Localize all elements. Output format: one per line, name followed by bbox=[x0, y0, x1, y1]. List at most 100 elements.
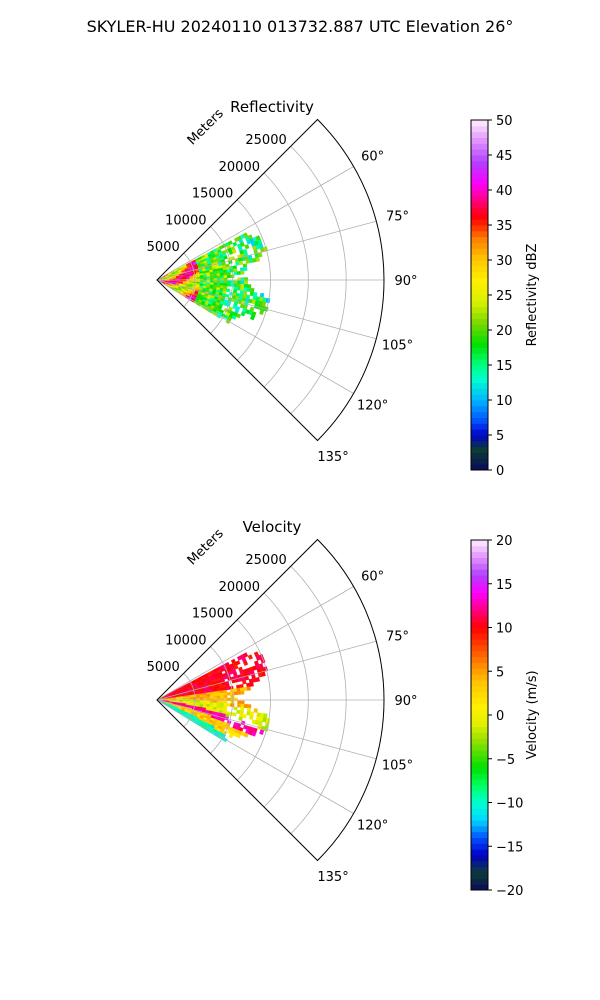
colorbar-band bbox=[471, 201, 488, 208]
colorbar-band bbox=[471, 242, 488, 249]
colorbar-band bbox=[471, 569, 488, 576]
colorbar-tick-label: 5 bbox=[496, 429, 504, 444]
colorbar-band bbox=[471, 452, 488, 459]
colorbar-band bbox=[471, 744, 488, 751]
colorbar-tick-label: −5 bbox=[496, 753, 515, 768]
range-gate-cell bbox=[240, 690, 245, 695]
colorbar-band bbox=[471, 790, 488, 798]
azimuth-spoke bbox=[156, 699, 377, 760]
colorbar-band bbox=[471, 423, 488, 430]
colorbar-band bbox=[471, 878, 488, 885]
range-gate-cell bbox=[233, 268, 238, 273]
colorbar-band bbox=[471, 820, 488, 827]
range-gate-cell bbox=[235, 660, 241, 666]
azimuth-tick-label: 120° bbox=[357, 819, 388, 834]
range-gate-cell bbox=[247, 704, 252, 709]
colorbar-band bbox=[471, 849, 488, 856]
range-gate-cell bbox=[210, 276, 214, 279]
colorbar-band bbox=[471, 674, 488, 681]
range-gate-cell bbox=[231, 249, 237, 254]
reflectivity-colorbar-label: Reflectivity dBZ bbox=[525, 244, 540, 347]
colorbar-band bbox=[471, 260, 488, 267]
range-gate-cell bbox=[231, 314, 237, 320]
range-gate-cell bbox=[210, 696, 214, 699]
colorbar-band bbox=[471, 843, 488, 850]
colorbar-band bbox=[471, 586, 488, 593]
range-gate-cell bbox=[233, 271, 238, 276]
range-gate-cell bbox=[219, 272, 225, 277]
colorbar-band bbox=[471, 131, 488, 138]
colorbar-band bbox=[471, 639, 488, 646]
range-tick-label: 25000 bbox=[245, 553, 286, 568]
colorbar-band bbox=[471, 621, 488, 628]
range-gate-cell bbox=[223, 695, 228, 699]
colorbar-band bbox=[471, 394, 488, 401]
colorbar-band bbox=[471, 726, 488, 733]
colorbar-tick-label: 15 bbox=[496, 359, 513, 374]
velocity-colorbar-ticks: −20 −15 −10 −5 0 5 10 15 20 bbox=[488, 534, 523, 899]
range-gate-cell bbox=[259, 309, 265, 315]
range-gate-cell bbox=[233, 691, 238, 696]
range-gate-cell bbox=[216, 693, 221, 697]
range-gate-cell bbox=[246, 686, 251, 691]
colorbar-band bbox=[471, 166, 488, 173]
colorbar-band bbox=[471, 650, 488, 658]
colorbar-tick-label: 5 bbox=[496, 665, 504, 680]
colorbar-band bbox=[471, 277, 488, 284]
colorbar-tick-label: 50 bbox=[496, 114, 513, 129]
colorbar-band bbox=[471, 703, 488, 710]
sector-frame bbox=[156, 538, 385, 862]
colorbar-band bbox=[471, 545, 488, 553]
range-gate-cell bbox=[219, 692, 225, 697]
colorbar-band bbox=[471, 580, 488, 588]
colorbar-band bbox=[471, 767, 488, 774]
range-tick-label: 25000 bbox=[245, 133, 286, 148]
range-gate-cell bbox=[259, 729, 265, 735]
colorbar-band bbox=[471, 335, 488, 343]
reflectivity-panel: Reflectivity 5000 10000 15000 20000 25000 60… bbox=[147, 98, 418, 465]
colorbar-band bbox=[471, 557, 488, 564]
colorbar-band bbox=[471, 405, 488, 413]
range-gate-cell bbox=[220, 280, 225, 284]
range-gate-cell bbox=[247, 654, 253, 660]
colorbar-band bbox=[471, 872, 488, 879]
azimuth-tick-label: 120° bbox=[357, 399, 388, 414]
range-gate-cell bbox=[246, 707, 252, 713]
range-gate-cell bbox=[220, 695, 225, 699]
colorbar-tick-label: 0 bbox=[496, 464, 504, 479]
colorbar-band bbox=[471, 330, 488, 337]
range-gate-cell bbox=[225, 293, 230, 298]
colorbar-band bbox=[471, 248, 488, 255]
range-gate-cell bbox=[223, 700, 228, 704]
sector-frame bbox=[156, 118, 385, 442]
range-gate-cell bbox=[242, 679, 247, 685]
range-gate-cell bbox=[228, 733, 234, 739]
colorbar-band bbox=[471, 610, 488, 617]
azimuth-tick-label: 60° bbox=[361, 150, 384, 165]
range-tick-label: 20000 bbox=[219, 580, 260, 595]
colorbar-band bbox=[471, 458, 488, 465]
velocity-azimuth-tick-labels: 60° 75° 90° 105° 120° 135° bbox=[317, 570, 417, 886]
range-gate-cell bbox=[237, 280, 242, 285]
velocity-range-tick-labels: 5000 10000 15000 20000 25000 bbox=[147, 553, 287, 675]
colorbar-band bbox=[471, 295, 488, 302]
colorbar-band bbox=[471, 446, 488, 453]
colorbar-band bbox=[471, 213, 488, 220]
colorbar-band bbox=[471, 300, 488, 308]
colorbar-band bbox=[471, 825, 488, 833]
colorbar-band bbox=[471, 417, 488, 424]
range-gate-cell bbox=[216, 273, 221, 277]
range-gate-cell bbox=[216, 280, 221, 284]
azimuth-tick-label: 60° bbox=[361, 570, 384, 585]
colorbar-band bbox=[471, 359, 488, 366]
colorbar-band bbox=[471, 668, 488, 675]
range-gate-cell bbox=[263, 713, 268, 719]
reflectivity-colorbar: 0 5 10 15 20 25 30 35 40 45 50 Reflectivity dBZ bbox=[470, 114, 540, 479]
range-gate-cell bbox=[240, 283, 245, 288]
colorbar-band bbox=[471, 376, 488, 383]
reflectivity-range-axis-label: Meters bbox=[185, 106, 227, 148]
colorbar-band bbox=[471, 540, 488, 547]
range-gate-cell bbox=[223, 692, 228, 696]
azimuth-tick-label: 105° bbox=[382, 338, 413, 353]
reflectivity-range-tick-labels: 5000 10000 15000 20000 25000 bbox=[147, 133, 287, 255]
